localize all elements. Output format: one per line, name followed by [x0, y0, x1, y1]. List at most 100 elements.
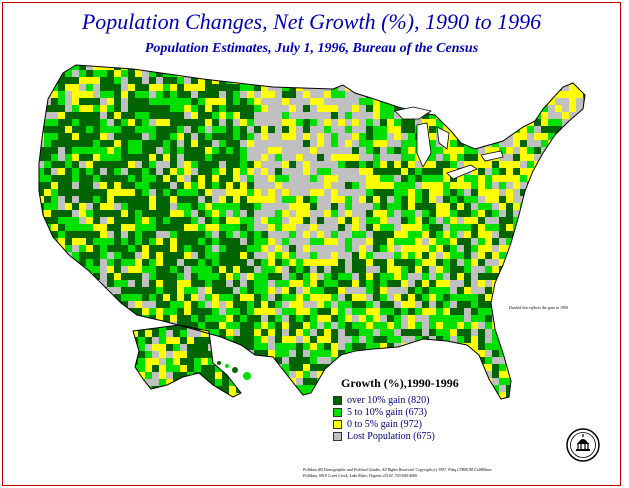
county-cell: [352, 126, 360, 134]
county-cell: [324, 203, 332, 211]
county-cell: [194, 344, 202, 352]
county-cell: [39, 182, 45, 190]
county-cell: [121, 259, 129, 267]
county-cell: [184, 196, 192, 204]
county-cell: [513, 105, 521, 113]
county-cell: [513, 119, 521, 127]
county-cell: [499, 126, 507, 134]
county-cell: [44, 168, 52, 176]
county-cell: [114, 308, 122, 316]
county-cell: [499, 98, 507, 106]
county-cell: [317, 161, 325, 169]
county-cell: [114, 119, 122, 127]
county-cell: [310, 273, 318, 281]
county-cell: [156, 189, 164, 197]
county-cell: [387, 196, 395, 204]
county-cell: [485, 371, 493, 379]
county-cell: [394, 224, 402, 232]
county-cell: [345, 329, 353, 337]
county-cell: [100, 329, 108, 337]
county-cell: [324, 385, 332, 393]
county-cell: [492, 231, 500, 239]
county-cell: [555, 287, 563, 295]
county-cell: [156, 308, 164, 316]
county-cell: [39, 392, 45, 399]
county-cell: [310, 301, 318, 309]
county-cell: [191, 385, 199, 393]
county-cell: [86, 252, 94, 260]
county-cell: [247, 133, 255, 141]
county-cell: [184, 294, 192, 302]
county-cell: [268, 84, 276, 92]
county-cell: [562, 322, 570, 330]
county-cell: [345, 315, 353, 323]
county-cell: [450, 329, 458, 337]
county-cell: [324, 210, 332, 218]
county-cell: [219, 161, 227, 169]
county-cell: [79, 189, 87, 197]
county-cell: [576, 231, 584, 239]
county-cell: [86, 294, 94, 302]
county-cell: [352, 112, 360, 120]
county-cell: [492, 182, 500, 190]
county-cell: [422, 182, 430, 190]
county-cell: [492, 378, 500, 386]
county-cell: [205, 301, 213, 309]
county-cell: [345, 224, 353, 232]
county-cell: [303, 98, 311, 106]
county-cell: [58, 196, 66, 204]
county-cell: [86, 378, 94, 386]
county-cell: [303, 357, 311, 365]
county-cell: [93, 238, 101, 246]
county-cell: [65, 133, 73, 141]
county-cell: [107, 91, 115, 99]
county-cell: [156, 98, 164, 106]
county-cell: [191, 315, 199, 323]
county-cell: [121, 126, 129, 134]
county-cell: [198, 231, 206, 239]
county-cell: [380, 301, 388, 309]
county-cell: [394, 301, 402, 309]
county-cell: [51, 65, 59, 71]
county-cell: [303, 168, 311, 176]
county-cell: [569, 280, 577, 288]
county-cell: [233, 203, 241, 211]
county-cell: [331, 196, 339, 204]
county-cell: [149, 161, 157, 169]
county-cell: [114, 161, 122, 169]
county-cell: [324, 301, 332, 309]
county-cell: [478, 273, 486, 281]
county-cell: [191, 259, 199, 267]
county-cell: [499, 77, 507, 85]
county-cell: [555, 154, 563, 162]
county-cell: [275, 238, 283, 246]
county-cell: [359, 364, 367, 372]
county-cell: [303, 119, 311, 127]
county-cell: [152, 365, 160, 373]
county-cell: [457, 308, 465, 316]
county-cell: [100, 301, 108, 309]
county-cell: [219, 252, 227, 260]
county-cell: [233, 105, 241, 113]
county-cell: [345, 112, 353, 120]
county-cell: [401, 322, 409, 330]
county-cell: [373, 343, 381, 351]
county-cell: [268, 308, 276, 316]
county-cell: [499, 315, 507, 323]
county-cell: [310, 357, 318, 365]
county-cell: [513, 245, 521, 253]
county-cell: [184, 322, 192, 330]
county-cell: [44, 266, 52, 274]
county-cell: [478, 287, 486, 295]
county-cell: [100, 65, 108, 71]
county-cell: [296, 280, 304, 288]
county-cell: [555, 259, 563, 267]
county-cell: [387, 84, 395, 92]
county-cell: [338, 189, 346, 197]
county-cell: [219, 133, 227, 141]
county-cell: [555, 65, 563, 71]
county-cell: [576, 329, 584, 337]
county-cell: [429, 203, 437, 211]
county-cell: [303, 280, 311, 288]
county-cell: [513, 91, 521, 99]
